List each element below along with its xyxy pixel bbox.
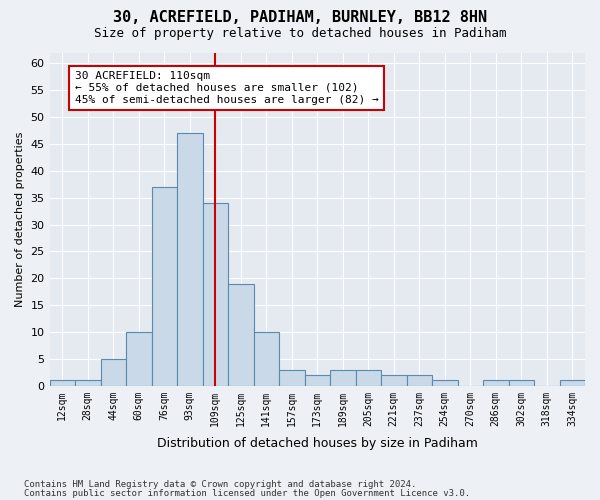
Bar [228,284,254,386]
Bar [305,375,330,386]
Bar [483,380,509,386]
Bar [50,380,75,386]
Bar [75,380,101,386]
Bar [330,370,356,386]
Text: 30 ACREFIELD: 110sqm
← 55% of detached houses are smaller (102)
45% of semi-deta: 30 ACREFIELD: 110sqm ← 55% of detached h… [75,72,379,104]
X-axis label: Distribution of detached houses by size in Padiham: Distribution of detached houses by size … [157,437,478,450]
Bar [152,187,177,386]
Bar [279,370,305,386]
Bar [126,332,152,386]
Bar [101,359,126,386]
Text: Contains HM Land Registry data © Crown copyright and database right 2024.: Contains HM Land Registry data © Crown c… [24,480,416,489]
Bar [560,380,585,386]
Text: Contains public sector information licensed under the Open Government Licence v3: Contains public sector information licen… [24,489,470,498]
Bar [509,380,534,386]
Bar [407,375,432,386]
Bar [356,370,381,386]
Bar [203,203,228,386]
Bar [177,133,203,386]
Text: 30, ACREFIELD, PADIHAM, BURNLEY, BB12 8HN: 30, ACREFIELD, PADIHAM, BURNLEY, BB12 8H… [113,10,487,25]
Bar [432,380,458,386]
Y-axis label: Number of detached properties: Number of detached properties [15,132,25,307]
Bar [254,332,279,386]
Text: Size of property relative to detached houses in Padiham: Size of property relative to detached ho… [94,28,506,40]
Bar [381,375,407,386]
